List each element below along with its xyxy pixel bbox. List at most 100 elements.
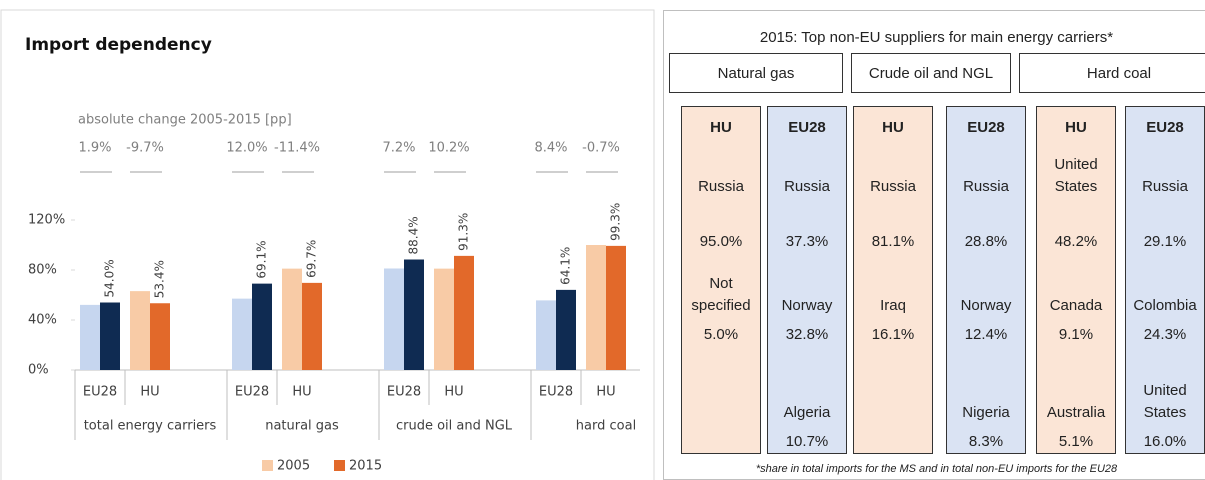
share: 32.8% — [785, 326, 829, 343]
country: Not specified — [691, 275, 751, 314]
bar — [80, 304, 100, 370]
country: Russia — [870, 178, 916, 195]
legend-swatch — [334, 460, 345, 471]
change-label: -9.7% — [126, 141, 164, 156]
value-label: 54.0% — [103, 259, 117, 297]
chart-border — [0, 9, 655, 480]
share: 16.0% — [1143, 433, 1187, 450]
table-column: HU Russia 81.1% Iraq 16.1% — [853, 106, 933, 454]
bar — [302, 282, 322, 370]
change-label: 1.9% — [78, 141, 111, 156]
group-label: crude oil and NGL — [396, 419, 513, 434]
x-tick-label: EU28 — [235, 385, 269, 400]
share: 5.0% — [703, 326, 739, 343]
share: 29.1% — [1143, 233, 1187, 250]
value-label: 69.1% — [255, 241, 269, 279]
bar — [434, 268, 454, 370]
country: Russia — [698, 178, 744, 195]
column-header: HU — [710, 119, 732, 136]
group-label: natural gas — [265, 419, 339, 434]
change-label: 8.4% — [534, 141, 567, 156]
change-label: 7.2% — [382, 141, 415, 156]
country: Norway — [781, 297, 833, 314]
x-tick-label: HU — [140, 385, 159, 400]
y-tick-label: 120% — [28, 213, 65, 228]
x-tick-label: EU28 — [539, 385, 573, 400]
column-header: EU28 — [967, 119, 1005, 136]
share: 48.2% — [1054, 233, 1098, 250]
share: 16.1% — [871, 326, 915, 343]
bar — [536, 300, 556, 370]
country: Algeria — [783, 404, 831, 421]
x-tick-label: HU — [292, 385, 311, 400]
table-column: EU28 Russia 28.8% Norway 12.4% Nigeria 8.3% — [946, 106, 1026, 454]
value-label: 64.1% — [559, 247, 573, 285]
bar — [586, 245, 606, 370]
group-label: hard coal — [576, 419, 636, 434]
country: Canada — [1049, 297, 1103, 314]
country: Colombia — [1133, 297, 1197, 314]
column-header: HU — [882, 119, 904, 136]
bar — [454, 255, 474, 370]
share: 24.3% — [1143, 326, 1187, 343]
bar — [556, 289, 576, 370]
share: 81.1% — [871, 233, 915, 250]
legend-label: 2015 — [349, 459, 382, 474]
legend-swatch — [262, 460, 273, 471]
table-column: HU Russia 95.0% Not specified 5.0% — [681, 106, 761, 454]
share: 95.0% — [699, 233, 743, 250]
share: 10.7% — [785, 433, 829, 450]
country: Nigeria — [962, 404, 1010, 421]
bar — [606, 245, 626, 370]
chart-title: Import dependency — [25, 35, 212, 55]
country: Australia — [1046, 404, 1106, 421]
table-title: 2015: Top non-EU suppliers for main ener… — [759, 29, 1114, 46]
group-header: Crude oil and NGL — [851, 53, 1011, 93]
share: 9.1% — [1058, 326, 1094, 343]
bar — [232, 298, 252, 370]
table-column: HU United States 48.2% Canada 9.1% Australia 5… — [1036, 106, 1116, 454]
x-tick-label: HU — [444, 385, 463, 400]
share: 5.1% — [1058, 433, 1094, 450]
bar — [252, 283, 272, 370]
column-header: HU — [1065, 119, 1087, 136]
country: Russia — [963, 178, 1009, 195]
change-label: -11.4% — [274, 141, 320, 156]
country: Russia — [1142, 178, 1188, 195]
group-header: Hard coal — [1019, 53, 1205, 93]
table-column: EU28 Russia 37.3% Norway 32.8% Algeria 10.7% — [767, 106, 847, 454]
bar — [100, 302, 120, 370]
change-label: -0.7% — [582, 141, 620, 156]
bar — [384, 268, 404, 370]
value-label: 69.7% — [305, 240, 319, 278]
country: United States — [1054, 156, 1098, 195]
y-tick-label: 0% — [28, 363, 49, 378]
share: 8.3% — [968, 433, 1004, 450]
value-label: 53.4% — [153, 260, 167, 298]
x-tick-label: EU28 — [83, 385, 117, 400]
column-header: EU28 — [1146, 119, 1184, 136]
bar — [130, 291, 150, 370]
share: 28.8% — [964, 233, 1008, 250]
subtitle: absolute change 2005-2015 [pp] — [78, 113, 292, 128]
column-header: EU28 — [788, 119, 826, 136]
footnote: *share in total imports for the MS and i… — [755, 463, 1118, 475]
group-header: Natural gas — [669, 53, 843, 93]
bar — [282, 268, 302, 370]
supplier-table: 2015: Top non-EU suppliers for main ener… — [663, 10, 1205, 480]
bar — [404, 259, 424, 370]
legend-label: 2005 — [277, 459, 310, 474]
x-tick-label: EU28 — [387, 385, 421, 400]
country: Russia — [784, 178, 830, 195]
y-tick-label: 40% — [28, 313, 57, 328]
x-tick-label: HU — [596, 385, 615, 400]
country: United States — [1143, 382, 1187, 421]
y-tick-label: 80% — [28, 263, 57, 278]
country: Iraq — [880, 297, 906, 314]
change-label: 10.2% — [428, 141, 469, 156]
country: Norway — [960, 297, 1012, 314]
value-label: 91.3% — [457, 213, 471, 251]
bar — [150, 303, 170, 370]
share: 37.3% — [785, 233, 829, 250]
